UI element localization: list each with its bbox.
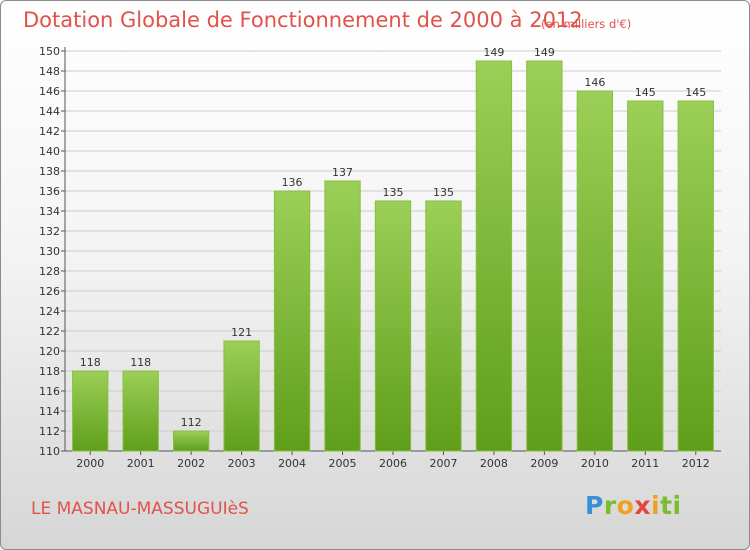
logo-letter: ti <box>660 491 682 520</box>
x-tick-label: 2006 <box>379 457 407 470</box>
bar <box>627 100 664 452</box>
bar <box>677 100 714 452</box>
x-tick-label: 2003 <box>228 457 256 470</box>
y-tick-label: 122 <box>39 325 60 338</box>
x-tick-label: 2005 <box>329 457 357 470</box>
y-tick-label: 130 <box>39 245 60 258</box>
y-tick-label: 128 <box>39 265 60 278</box>
y-tick-label: 134 <box>39 205 60 218</box>
data-label: 112 <box>181 416 202 429</box>
data-label: 121 <box>231 326 252 339</box>
logo-letter: P <box>585 491 604 520</box>
x-tick-label: 2004 <box>278 457 306 470</box>
bar <box>374 200 412 452</box>
chart-title: Dotation Globale de Fonctionnement de 20… <box>23 8 583 32</box>
y-tick-label: 140 <box>39 145 60 158</box>
x-tick-label: 2008 <box>480 457 508 470</box>
y-tick-label: 116 <box>39 385 60 398</box>
logo-letter: r <box>603 491 617 520</box>
bar <box>576 90 614 452</box>
y-tick-label: 136 <box>39 185 60 198</box>
y-tick-label: 126 <box>39 285 60 298</box>
bar <box>122 370 159 452</box>
x-tick-label: 2000 <box>76 457 104 470</box>
y-tick-label: 118 <box>39 365 60 378</box>
data-label: 136 <box>282 176 303 189</box>
data-label: 137 <box>332 166 353 179</box>
bar <box>475 60 513 452</box>
bar <box>223 340 260 452</box>
y-tick-label: 142 <box>39 125 60 138</box>
x-tick-labels: 2000 2001 2002 2003 2004 2005 2006 2007 2008 2009… <box>76 457 710 470</box>
data-label: 146 <box>584 76 605 89</box>
bars <box>72 60 714 452</box>
commune-name: LE MASNAU-MASSUGUIèS <box>31 499 249 519</box>
data-label: 135 <box>383 186 404 199</box>
x-tick-label: 2002 <box>177 457 205 470</box>
data-label: 145 <box>635 86 656 99</box>
y-tick-label: 124 <box>39 305 60 318</box>
data-label: 149 <box>534 46 555 59</box>
y-tick-label: 110 <box>39 445 60 458</box>
y-tick-labels: 110 112 114 116 118 120 122 124 126 128 130 132 134 1… <box>39 45 60 458</box>
bar <box>526 60 563 452</box>
data-label: 145 <box>685 86 706 99</box>
y-tick-label: 150 <box>39 45 60 58</box>
data-label: 118 <box>130 356 151 369</box>
y-tick-label: 112 <box>39 425 60 438</box>
y-tick-label: 148 <box>39 65 60 78</box>
data-label: 149 <box>483 46 504 59</box>
bar <box>72 370 109 452</box>
data-label: 118 <box>80 356 101 369</box>
x-tick-label: 2011 <box>631 457 659 470</box>
x-tick-label: 2007 <box>429 457 457 470</box>
logo-letter: x <box>634 491 651 520</box>
bar <box>324 180 361 452</box>
y-tick-label: 146 <box>39 85 60 98</box>
x-tick-label: 2010 <box>581 457 609 470</box>
logo-letter: i <box>651 491 661 520</box>
y-tick-label: 138 <box>39 165 60 178</box>
bar <box>172 430 210 452</box>
x-tick-label: 2001 <box>127 457 155 470</box>
chart-unit-note: (en milliers d'€) <box>541 17 632 31</box>
y-tick-label: 132 <box>39 225 60 238</box>
bar <box>425 200 462 452</box>
data-labels: 118 118 112 121 136 137 135 135 149 149 146 145 145 <box>80 46 707 429</box>
y-tick-label: 114 <box>39 405 60 418</box>
proxiti-logo: Proxiti <box>585 491 682 520</box>
y-tick-label: 120 <box>39 345 60 358</box>
y-tick-label: 144 <box>39 105 60 118</box>
x-tick-label: 2012 <box>682 457 710 470</box>
logo-letter: o <box>616 491 635 520</box>
bar <box>273 190 311 452</box>
x-tick-label: 2009 <box>530 457 558 470</box>
data-label: 135 <box>433 186 454 199</box>
